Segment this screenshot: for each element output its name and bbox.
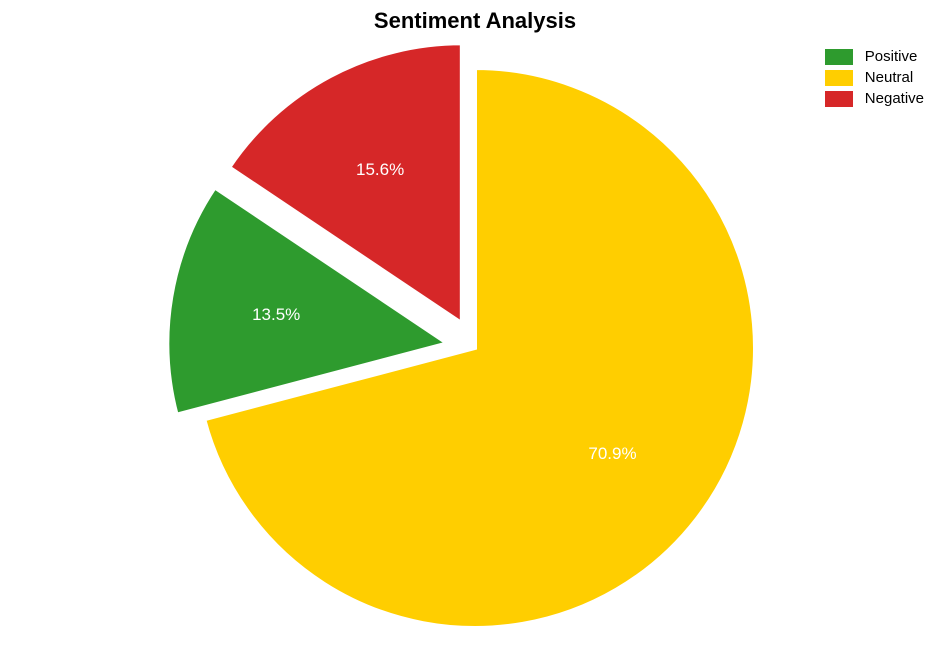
- legend-swatch-positive: [825, 49, 853, 65]
- legend-label-neutral: Neutral: [865, 69, 913, 86]
- legend-label-positive: Positive: [865, 48, 918, 65]
- legend-item-positive: Positive: [825, 48, 924, 65]
- slice-label-neutral: 70.9%: [588, 444, 636, 464]
- slice-label-negative: 15.6%: [356, 160, 404, 180]
- legend-swatch-neutral: [825, 70, 853, 86]
- slice-label-positive: 13.5%: [252, 305, 300, 325]
- pie-chart: [0, 0, 950, 662]
- legend-item-negative: Negative: [825, 90, 924, 107]
- chart-container: Sentiment Analysis 70.9%13.5%15.6% Posit…: [0, 0, 950, 662]
- legend: Positive Neutral Negative: [825, 48, 924, 111]
- legend-swatch-negative: [825, 91, 853, 107]
- legend-item-neutral: Neutral: [825, 69, 924, 86]
- legend-label-negative: Negative: [865, 90, 924, 107]
